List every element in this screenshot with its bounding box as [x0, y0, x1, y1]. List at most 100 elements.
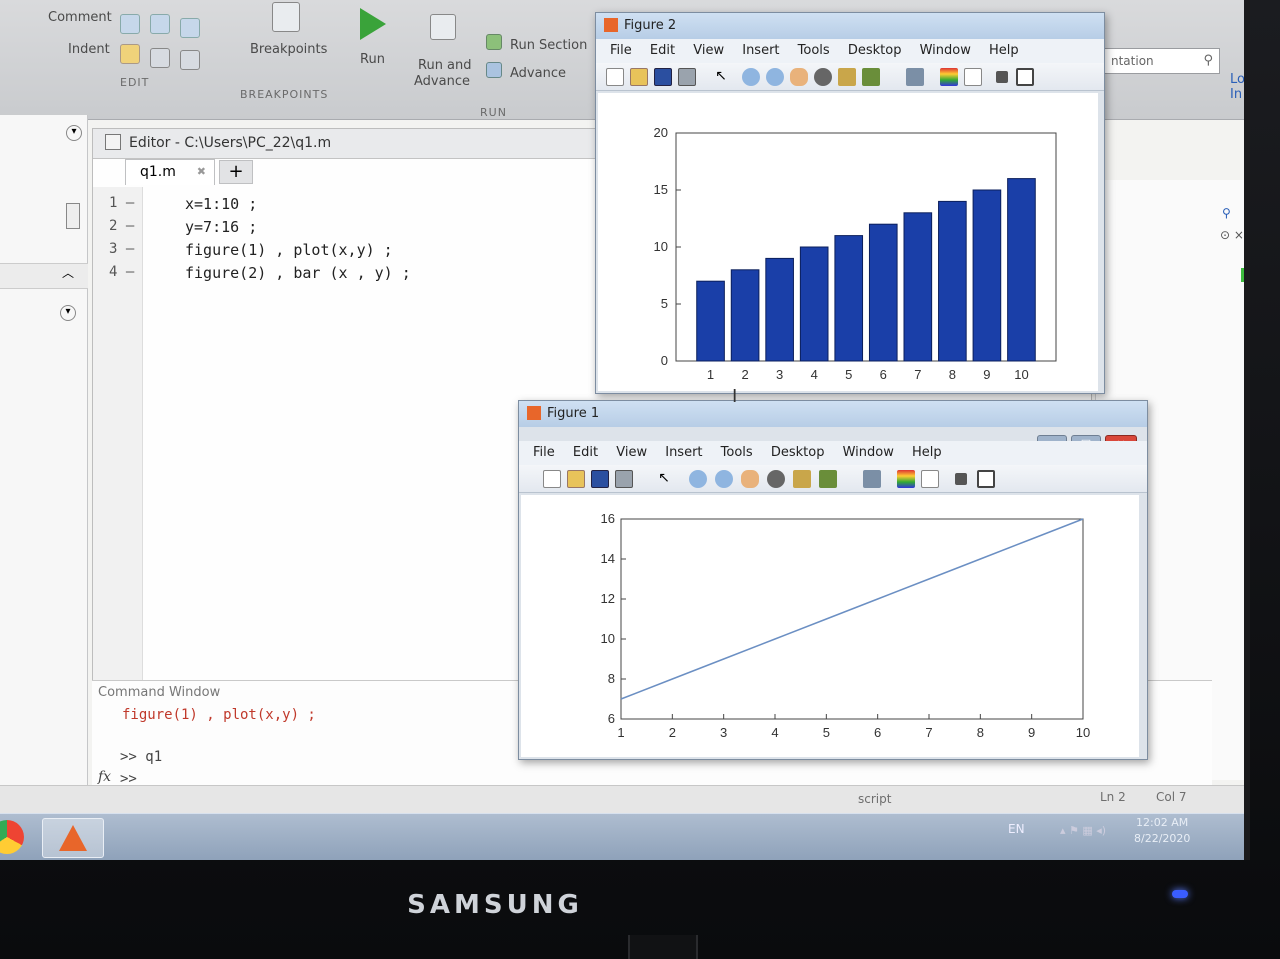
- new-tab-button[interactable]: +: [219, 160, 253, 184]
- data-cursor-icon[interactable]: [838, 68, 856, 86]
- menu-help[interactable]: Help: [912, 445, 942, 460]
- scrollbar-thumb[interactable]: [66, 203, 80, 229]
- run-and-advance-icon[interactable]: [430, 14, 456, 40]
- hide-tools-icon[interactable]: [955, 473, 967, 485]
- code-line[interactable]: x=1:10 ;: [185, 195, 258, 213]
- menu-desktop[interactable]: Desktop: [847, 43, 902, 58]
- chrome-icon[interactable]: [0, 820, 24, 854]
- matlab-taskbar-button[interactable]: [42, 818, 104, 858]
- code-line[interactable]: figure(1) , plot(x,y) ;: [185, 241, 393, 259]
- figure-1-title-bar[interactable]: Figure 1: [519, 401, 1147, 427]
- menu-tools[interactable]: Tools: [797, 43, 830, 58]
- menu-desktop[interactable]: Desktop: [770, 445, 825, 460]
- increase-indent-icon[interactable]: [150, 48, 170, 68]
- rotate-3d-icon[interactable]: [767, 470, 785, 488]
- figure-2-window[interactable]: Figure 2 – □ × File Edit View Insert Too…: [595, 12, 1105, 394]
- line-number: 3 –: [109, 241, 135, 257]
- code-line[interactable]: figure(2) , bar (x , y) ;: [185, 264, 411, 282]
- menu-window[interactable]: Window: [919, 43, 971, 58]
- zoom-in-icon[interactable]: [742, 68, 760, 86]
- language-indicator[interactable]: EN: [1008, 822, 1025, 836]
- figure-1-window[interactable]: Figure 1 – □ × File Edit View Insert Too…: [518, 400, 1148, 760]
- comment-icon[interactable]: [120, 14, 140, 34]
- brush-icon[interactable]: [819, 470, 837, 488]
- pointer-icon[interactable]: ↖: [715, 68, 727, 84]
- tab-q1-m[interactable]: q1.m ✖: [125, 159, 215, 185]
- smart-indent-icon[interactable]: [120, 44, 140, 64]
- colorbar-icon[interactable]: [940, 68, 958, 86]
- search-icon[interactable]: ⚲: [1203, 53, 1213, 68]
- menu-insert[interactable]: Insert: [742, 43, 780, 58]
- tray-icons[interactable]: ▴ ⚑ ▦ ◂): [1060, 824, 1107, 837]
- save-icon[interactable]: [654, 68, 672, 86]
- save-icon[interactable]: [591, 470, 609, 488]
- breakpoints-button[interactable]: Breakpoints: [250, 42, 328, 57]
- pointer-icon[interactable]: ↖: [658, 470, 670, 486]
- run-section-icon[interactable]: [486, 34, 502, 50]
- pan-hand-icon[interactable]: [790, 68, 808, 86]
- fx-icon[interactable]: fx: [98, 769, 112, 785]
- panel-search-icon[interactable]: ⚲: [1222, 206, 1231, 220]
- open-file-icon[interactable]: [567, 470, 585, 488]
- pan-hand-icon[interactable]: [741, 470, 759, 488]
- command-prompt[interactable]: >>: [120, 771, 137, 787]
- hide-tools-icon[interactable]: [996, 71, 1008, 83]
- comment-button[interactable]: Comment: [48, 10, 112, 25]
- menu-file[interactable]: File: [533, 445, 555, 460]
- tab-close-icon[interactable]: ✖: [196, 165, 206, 178]
- decrease-indent-icon[interactable]: [180, 50, 200, 70]
- panel-menu-icon[interactable]: ▾: [66, 125, 82, 141]
- zoom-out-icon[interactable]: [766, 68, 784, 86]
- figure-2-title-bar[interactable]: Figure 2: [596, 13, 1104, 39]
- new-figure-icon[interactable]: [543, 470, 561, 488]
- menu-insert[interactable]: Insert: [665, 445, 703, 460]
- brush-icon[interactable]: [862, 68, 880, 86]
- rotate-3d-icon[interactable]: [814, 68, 832, 86]
- breakpoints-icon[interactable]: [272, 2, 300, 32]
- new-figure-icon[interactable]: [606, 68, 624, 86]
- menu-window[interactable]: Window: [842, 445, 894, 460]
- indent-button[interactable]: Indent: [68, 42, 110, 57]
- menu-view[interactable]: View: [616, 445, 648, 460]
- menu-help[interactable]: Help: [989, 43, 1019, 58]
- menu-tools[interactable]: Tools: [720, 445, 753, 460]
- code-line[interactable]: y=7:16 ;: [185, 218, 258, 236]
- x-tick-label: 3: [720, 725, 727, 740]
- workspace-menu-icon[interactable]: ▾: [60, 305, 76, 321]
- run-section-button[interactable]: Run Section: [510, 38, 588, 53]
- run-and-advance-line1[interactable]: Run and: [418, 58, 472, 73]
- legend-icon[interactable]: [964, 68, 982, 86]
- panel-close-icon[interactable]: ⊙ ×: [1220, 228, 1244, 242]
- link-plot-icon[interactable]: [906, 68, 924, 86]
- clock-date[interactable]: 8/22/2020: [1134, 832, 1191, 845]
- uncomment-icon[interactable]: [150, 14, 170, 34]
- advance-button[interactable]: Advance: [510, 66, 566, 81]
- run-icon[interactable]: [360, 8, 386, 40]
- menu-view[interactable]: View: [693, 43, 725, 58]
- show-tools-icon[interactable]: [1016, 68, 1034, 86]
- menu-edit[interactable]: Edit: [572, 445, 599, 460]
- wrap-comment-icon[interactable]: [180, 18, 200, 38]
- legend-icon[interactable]: [921, 470, 939, 488]
- collapse-chevron-icon[interactable]: ︿: [0, 263, 88, 289]
- advance-icon[interactable]: [486, 62, 502, 78]
- run-and-advance-line2[interactable]: Advance: [414, 74, 470, 89]
- edit-group-label: EDIT: [120, 76, 150, 89]
- colorbar-icon[interactable]: [897, 470, 915, 488]
- show-tools-icon[interactable]: [977, 470, 995, 488]
- clock-time[interactable]: 12:02 AM: [1136, 816, 1189, 829]
- monitor-brand-logo: SAMSUNG: [407, 890, 583, 920]
- data-cursor-icon[interactable]: [793, 470, 811, 488]
- login-link[interactable]: Log In: [1230, 72, 1245, 102]
- zoom-out-icon[interactable]: [715, 470, 733, 488]
- x-tick-label: 4: [771, 725, 778, 740]
- link-plot-icon[interactable]: [863, 470, 881, 488]
- print-icon[interactable]: [678, 68, 696, 86]
- menu-file[interactable]: File: [610, 43, 632, 58]
- menu-edit[interactable]: Edit: [649, 43, 676, 58]
- open-file-icon[interactable]: [630, 68, 648, 86]
- run-button[interactable]: Run: [360, 52, 385, 67]
- print-icon[interactable]: [615, 470, 633, 488]
- zoom-in-icon[interactable]: [689, 470, 707, 488]
- figure-1-menubar: File Edit View Insert Tools Desktop Wind…: [519, 441, 1147, 465]
